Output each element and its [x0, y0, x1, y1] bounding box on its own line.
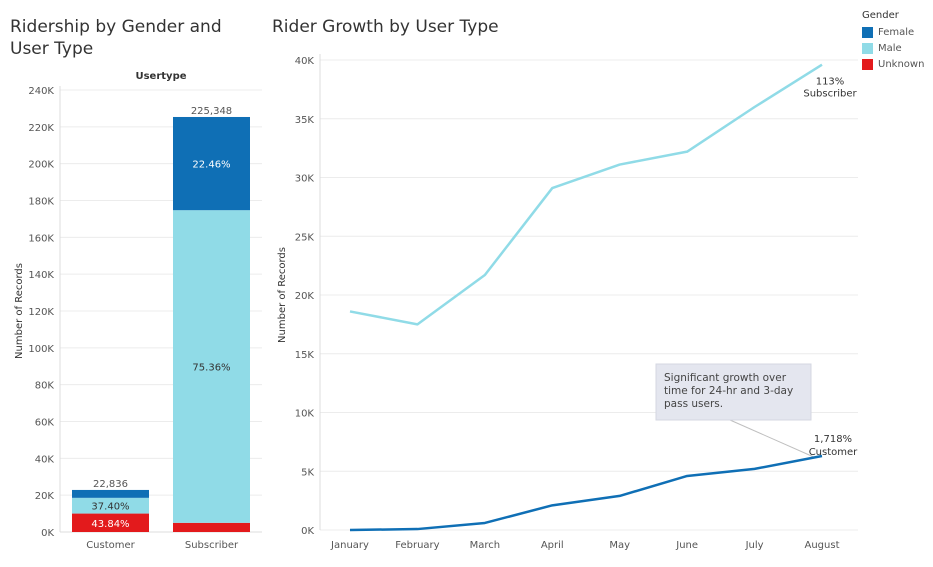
line-x-tick-label: June [675, 540, 698, 551]
line-y-axis-title: Number of Records [277, 247, 288, 343]
bar-total-label: 225,348 [191, 106, 232, 117]
legend-swatch-female [862, 26, 873, 38]
bar-y-tick-label: 120K [28, 307, 54, 318]
customer-end-label-percent: 1,718% [814, 434, 852, 445]
bar-segment-female-customer [72, 489, 149, 498]
annotation-text-line: Significant growth over [664, 372, 787, 384]
legend-item-female[interactable]: Female [862, 24, 924, 40]
bar-y-tick-label: 140K [28, 270, 54, 281]
line-y-tick-label: 20K [295, 291, 315, 302]
line-series-subscriber [349, 63, 823, 326]
legend-label-unknown: Unknown [878, 58, 925, 70]
line-x-tick-label: April [541, 540, 564, 551]
legend-title: Gender [862, 10, 899, 21]
bar-segment-male-subscriber [173, 210, 250, 523]
bar-chart-title: Ridership by Gender and User Type [10, 17, 222, 59]
annotation-box [655, 363, 812, 421]
bar-y-tick-label: 180K [28, 197, 54, 208]
bar-y-tick-label: 0K [41, 528, 54, 539]
line-y-tick-label: 0K [301, 526, 314, 537]
bar-segment-unknown-subscriber [173, 522, 250, 532]
bar-segment-percent-label: 37.40% [91, 502, 129, 513]
line-x-tick-label: March [470, 540, 500, 551]
line-y-tick-label: 25K [295, 232, 315, 243]
bar-segment-male-customer [72, 497, 149, 514]
bar-segment-percent-label: 22.46% [192, 160, 230, 171]
bar-column-header: Usertype [135, 71, 186, 82]
bar-y-tick-label: 220K [28, 123, 54, 134]
bar-segment-percent-label: 43.84% [91, 519, 129, 530]
bar-y-tick-label: 40K [35, 454, 55, 465]
bar-total-label: 22,836 [93, 479, 128, 490]
bar-segment-female-subscriber [173, 116, 250, 211]
bar-y-tick-label: 20K [35, 491, 55, 502]
legend-item-unknown[interactable]: Unknown [862, 56, 924, 72]
subscriber-end-label-percent: 113% [816, 77, 845, 88]
line-y-tick-label: 35K [295, 115, 315, 126]
bar-y-tick-label: 160K [28, 233, 54, 244]
legend-swatch-unknown [862, 58, 873, 70]
subscriber-end-label-name: Subscriber [803, 89, 857, 100]
bar-x-category-label: Customer [86, 540, 135, 551]
line-x-tick-label: August [805, 540, 840, 551]
bar-y-tick-label: 80K [35, 381, 55, 392]
bar-y-tick-label: 240K [28, 86, 54, 97]
line-x-tick-label: May [609, 540, 630, 551]
line-x-tick-label: February [395, 540, 439, 551]
bar-y-tick-label: 100K [28, 344, 54, 355]
bar-segment-percent-label: 75.36% [192, 363, 230, 374]
line-x-tick-label: January [330, 540, 369, 551]
legend-swatch-male [862, 42, 873, 54]
bar-y-tick-label: 60K [35, 418, 55, 429]
line-y-tick-label: 40K [295, 56, 315, 67]
legend-label-male: Male [878, 42, 902, 54]
line-series-customer [349, 454, 823, 532]
bar-x-category-label: Subscriber [185, 540, 239, 551]
line-y-tick-label: 30K [295, 174, 315, 185]
line-y-tick-label: 10K [295, 409, 315, 420]
line-chart-title: Rider Growth by User Type [272, 17, 499, 37]
annotation-text-line: time for 24-hr and 3-day [664, 385, 793, 397]
bar-y-tick-label: 200K [28, 160, 54, 171]
line-x-tick-label: July [745, 540, 764, 551]
legend-label-female: Female [878, 26, 915, 38]
legend-item-male[interactable]: Male [862, 40, 924, 56]
gender-legend[interactable]: Gender Female Male Unknown [862, 10, 924, 72]
annotation-text-line: pass users. [664, 398, 723, 410]
bar-segment-unknown-customer [72, 513, 149, 532]
bar-y-axis-title: Number of Records [14, 263, 25, 359]
line-y-tick-label: 5K [301, 467, 314, 478]
customer-end-label-name: Customer [809, 447, 858, 458]
annotation-connector [729, 419, 817, 459]
line-y-tick-label: 15K [295, 350, 315, 361]
